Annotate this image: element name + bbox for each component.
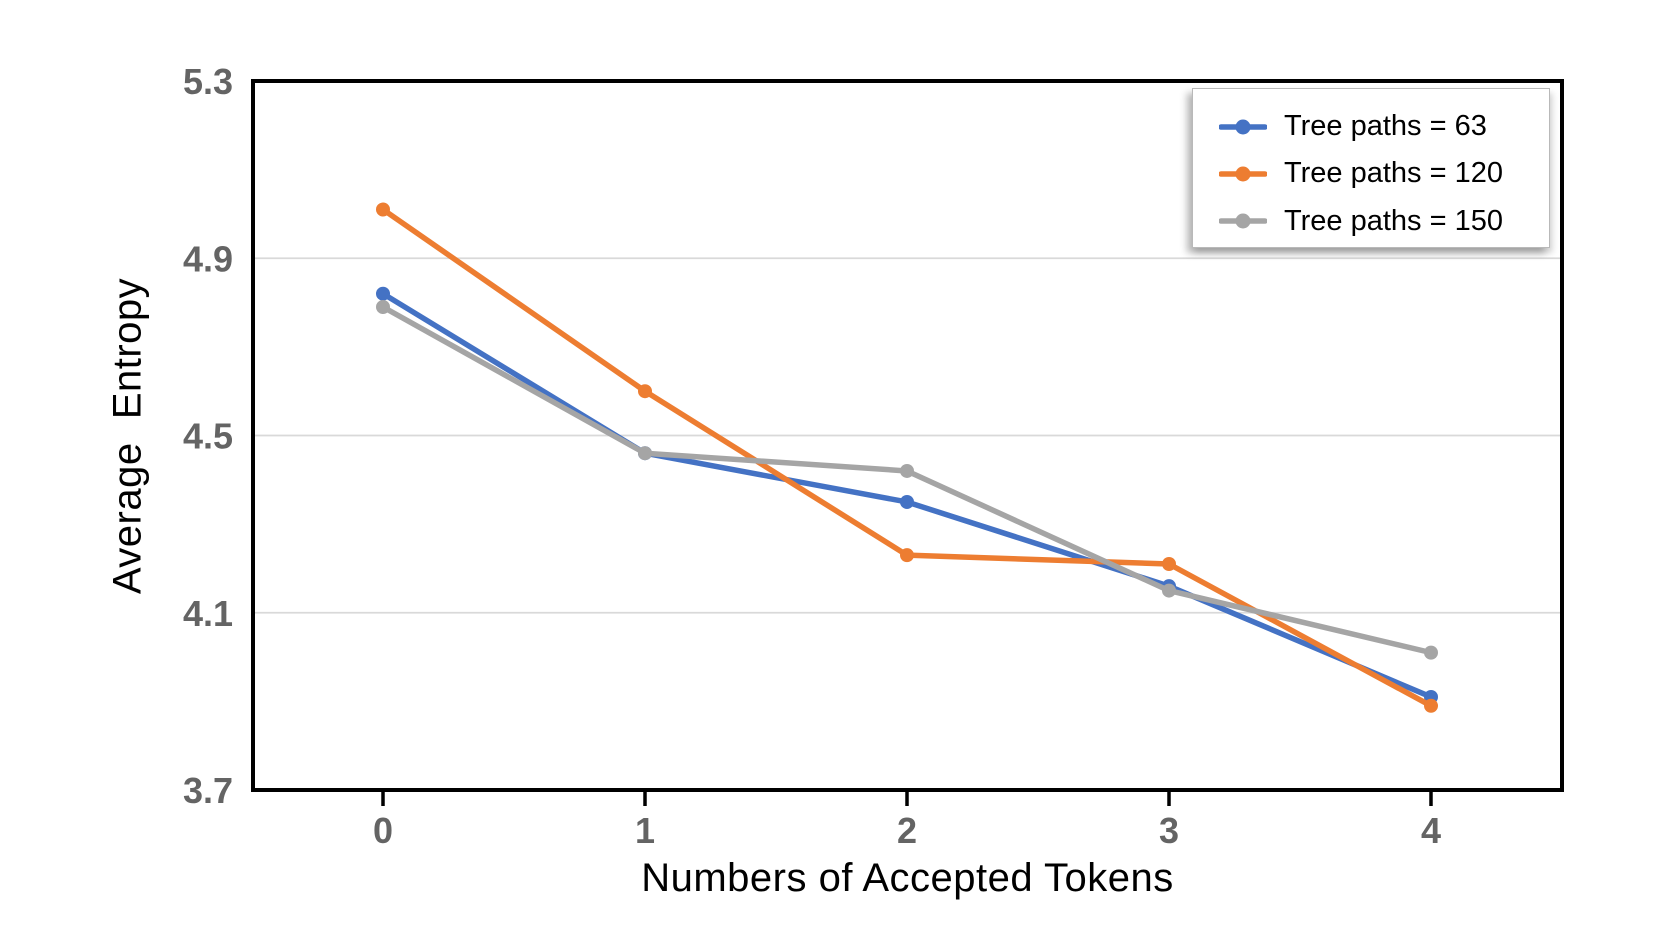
x-tick-label: 0	[373, 810, 393, 851]
data-point-marker	[900, 463, 914, 478]
plot-border	[251, 79, 1564, 792]
legend-line-marker-icon	[1219, 166, 1267, 182]
x-tick-label: 1	[635, 810, 655, 851]
x-axis-title: Numbers of Accepted Tokens	[641, 856, 1174, 900]
y-axis-title: Average Entropy	[105, 277, 150, 595]
series-line	[380, 304, 1434, 656]
data-point-marker	[1162, 557, 1176, 572]
data-point-marker	[376, 202, 390, 217]
data-point-marker	[1162, 583, 1176, 598]
y-tick-label: 5.3	[183, 61, 233, 102]
legend-item: Tree paths = 150	[1219, 200, 1549, 243]
legend: Tree paths = 63 Tree paths = 120 Tree pa…	[1192, 88, 1550, 248]
legend-item: Tree paths = 120	[1219, 152, 1549, 195]
data-point-marker	[900, 494, 914, 509]
legend-item: Tree paths = 63	[1219, 105, 1549, 148]
data-point-marker	[1424, 645, 1438, 660]
y-tick-label: 4.5	[183, 416, 233, 457]
x-tick-label: 2	[897, 810, 917, 851]
y-tick-label: 4.1	[183, 593, 233, 634]
legend-label: Tree paths = 150	[1284, 204, 1503, 237]
data-point-marker	[376, 286, 390, 301]
legend-label: Tree paths = 120	[1284, 157, 1503, 190]
legend-line-marker-icon	[1219, 213, 1267, 229]
x-tick-label: 4	[1421, 810, 1441, 851]
legend-line-marker-icon	[1219, 119, 1267, 135]
data-point-marker	[638, 446, 652, 461]
data-point-marker	[638, 384, 652, 399]
y-tick-label: 4.9	[183, 238, 233, 279]
data-point-marker	[900, 548, 914, 563]
data-point-marker	[1424, 698, 1438, 713]
legend-label: Tree paths = 63	[1284, 110, 1487, 143]
y-tick-label: 3.7	[183, 770, 233, 811]
data-point-marker	[376, 299, 390, 314]
x-tick-label: 3	[1159, 810, 1179, 851]
